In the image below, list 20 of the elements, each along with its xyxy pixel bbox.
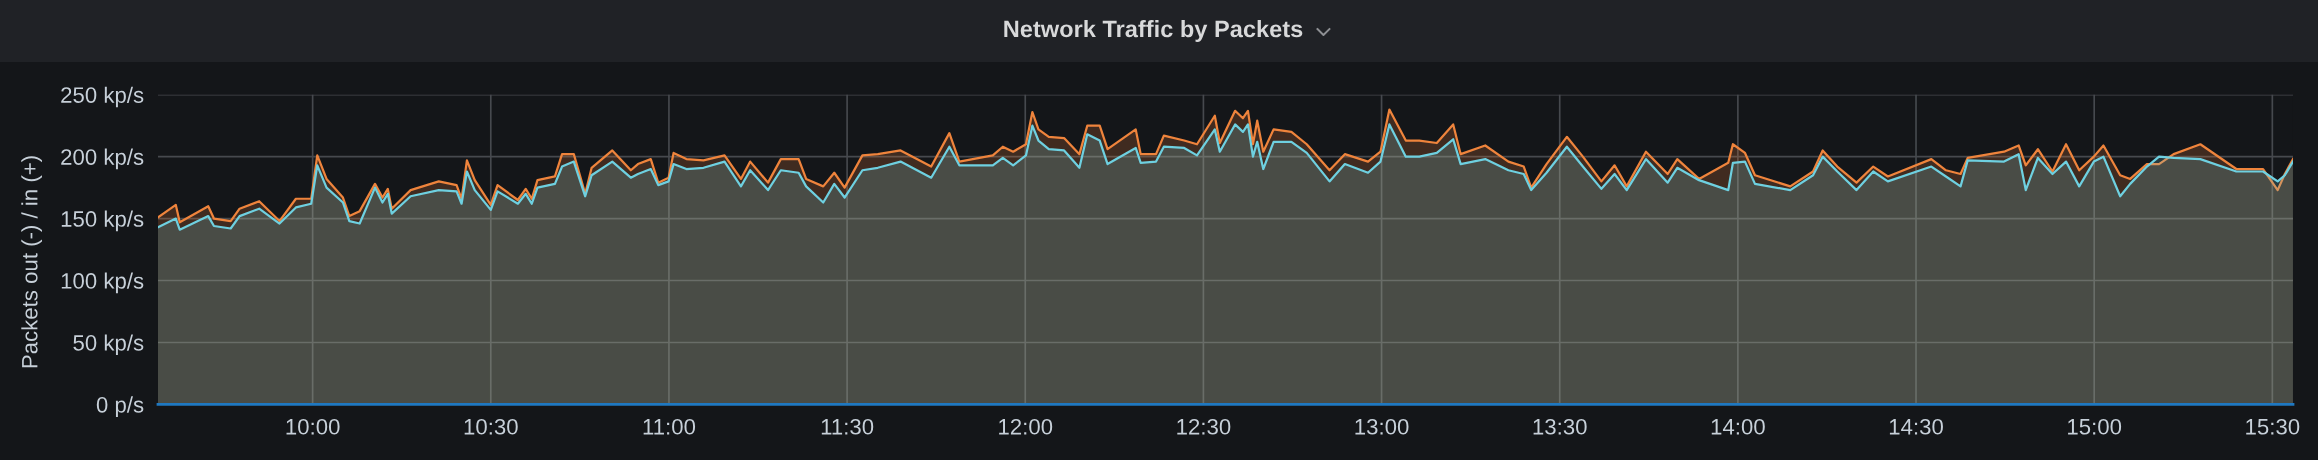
y-tick-label: 150 kp/s bbox=[61, 210, 144, 232]
x-tick-label: 12:00 bbox=[999, 418, 1053, 435]
x-tick-label: 10:00 bbox=[286, 418, 340, 435]
x-tick-label: 10:30 bbox=[464, 418, 518, 435]
y-tick-label: 0 p/s bbox=[96, 396, 144, 418]
y-tick-label: 100 kp/s bbox=[61, 272, 144, 294]
x-tick-label: 11:30 bbox=[821, 418, 874, 435]
x-tick-label: 13:00 bbox=[1355, 418, 1409, 435]
y-tick-label: 50 kp/s bbox=[73, 334, 144, 356]
x-tick-label: 14:30 bbox=[1889, 418, 1943, 435]
y-tick-label: 200 kp/s bbox=[61, 148, 144, 170]
x-tick-label: 12:30 bbox=[1177, 418, 1231, 435]
x-tick-label: 11:00 bbox=[643, 418, 696, 435]
y-tick-label: 250 kp/s bbox=[61, 86, 144, 108]
chart-title: Network Traffic by Packets bbox=[1004, 20, 1303, 42]
x-tick-label: 15:00 bbox=[2068, 418, 2122, 435]
x-tick-label: 14:00 bbox=[1711, 418, 1765, 435]
y-axis-title: Packets out (-) / in (+) bbox=[21, 156, 42, 368]
x-tick-label: 15:30 bbox=[2246, 418, 2300, 435]
x-tick-label: 13:30 bbox=[1533, 418, 1587, 435]
